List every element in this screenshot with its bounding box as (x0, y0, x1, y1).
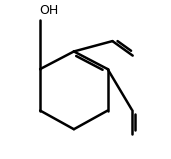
Text: OH: OH (39, 4, 58, 17)
